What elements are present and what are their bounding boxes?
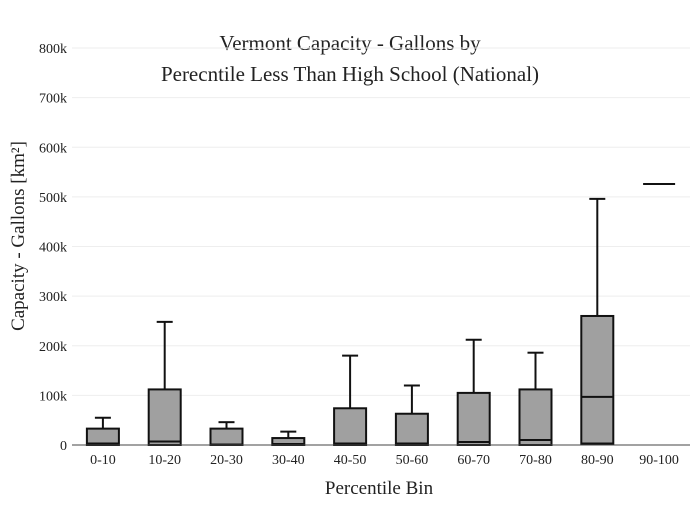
x-tick-label: 50-60	[396, 453, 429, 468]
box-0-10	[85, 416, 120, 446]
x-tick-label: 30-40	[272, 453, 305, 468]
y-tick-label: 0	[60, 439, 67, 454]
iqr-box	[394, 412, 429, 446]
y-tick-label: 800k	[39, 42, 67, 57]
box-30-40	[271, 430, 306, 446]
x-axis-title: Percentile Bin	[325, 478, 434, 499]
y-tick-label: 600k	[39, 141, 67, 156]
iqr-box	[147, 388, 182, 447]
box-80-90	[580, 197, 615, 445]
x-tick-label: 80-90	[581, 453, 614, 468]
box-60-70	[456, 338, 491, 446]
chart-title-line-2: Perecntile Less Than High School (Nation…	[161, 62, 539, 86]
x-tick-label: 20-30	[210, 453, 243, 468]
axis-layer: 0 100k 200k 300k 400k 500k 600k 700k 800k 0-10 10-…	[39, 42, 690, 468]
y-tick-label: 300k	[39, 290, 67, 305]
box-layer	[85, 182, 676, 447]
x-tick-label: 10-20	[148, 453, 181, 468]
box-20-30	[209, 421, 244, 446]
y-tick-label: 700k	[39, 92, 67, 107]
iqr-box	[209, 427, 244, 446]
box-70-80	[518, 351, 553, 447]
chart-title-line-1: Vermont Capacity - Gallons by	[219, 31, 481, 55]
x-tick-label: 40-50	[334, 453, 367, 468]
iqr-box	[580, 314, 615, 445]
iqr-box	[456, 391, 491, 446]
y-tick-label: 200k	[39, 340, 67, 355]
x-tick-label: 90-100	[639, 453, 679, 468]
box-40-50	[333, 354, 368, 446]
y-tick-label: 500k	[39, 191, 67, 206]
iqr-box	[333, 407, 368, 446]
x-tick-label: 0-10	[90, 453, 116, 468]
x-tick-label: 70-80	[519, 453, 552, 468]
y-tick-label: 100k	[39, 389, 67, 404]
x-tick-label: 60-70	[457, 453, 490, 468]
y-tick-label: 400k	[39, 241, 67, 256]
box-10-20	[147, 320, 182, 447]
box-50-60	[394, 384, 429, 446]
grid-layer	[72, 47, 690, 396]
iqr-box	[518, 388, 553, 447]
y-axis-title: Capacity - Gallons [km²]	[8, 141, 29, 331]
